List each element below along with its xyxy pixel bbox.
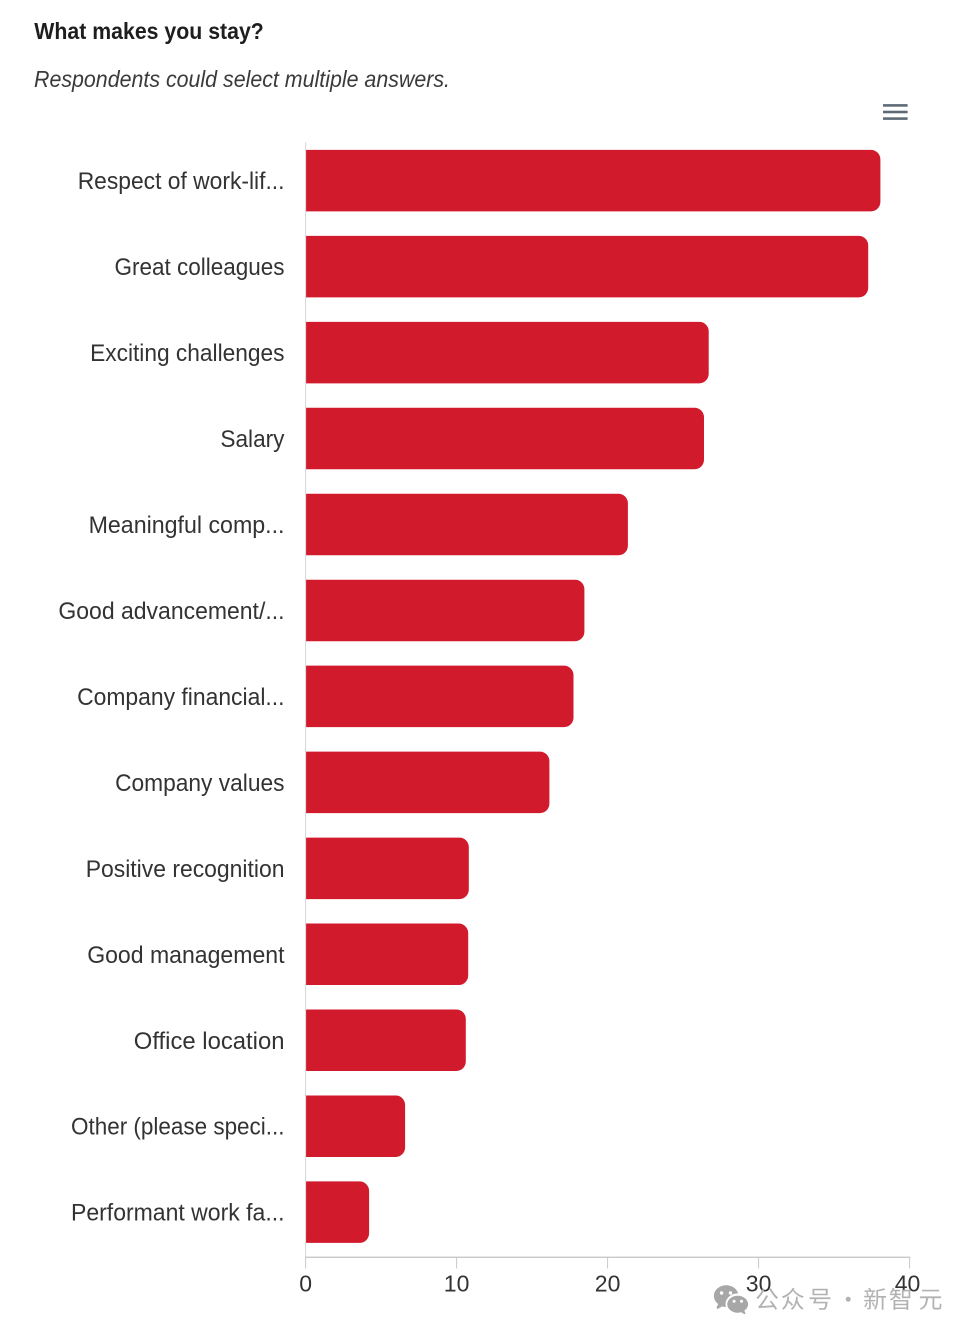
svg-text:Performant work fa...: Performant work fa... — [71, 1200, 285, 1227]
svg-text:Meaningful comp...: Meaningful comp... — [89, 512, 285, 539]
svg-text:Respondents could select multi: Respondents could select multiple answer… — [34, 66, 450, 92]
svg-text:10: 10 — [444, 1271, 470, 1297]
svg-text:Respect of work-lif...: Respect of work-lif... — [78, 168, 285, 195]
svg-text:Good advancement/...: Good advancement/... — [58, 598, 284, 625]
svg-text:0: 0 — [299, 1271, 312, 1297]
svg-text:Exciting challenges: Exciting challenges — [90, 340, 284, 367]
svg-text:40: 40 — [895, 1271, 921, 1297]
svg-text:Positive recognition: Positive recognition — [86, 856, 285, 883]
svg-text:Company values: Company values — [115, 770, 284, 797]
svg-text:Great colleagues: Great colleagues — [115, 254, 285, 281]
svg-text:What makes you stay?: What makes you stay? — [34, 18, 263, 44]
svg-text:Other (please speci...: Other (please speci... — [71, 1114, 285, 1141]
svg-text:Salary: Salary — [220, 426, 284, 453]
svg-text:20: 20 — [595, 1271, 621, 1297]
svg-text:Good management: Good management — [87, 942, 285, 969]
svg-text:30: 30 — [746, 1271, 772, 1297]
svg-text:Office location: Office location — [134, 1028, 285, 1055]
svg-text:Company financial...: Company financial... — [77, 684, 284, 711]
